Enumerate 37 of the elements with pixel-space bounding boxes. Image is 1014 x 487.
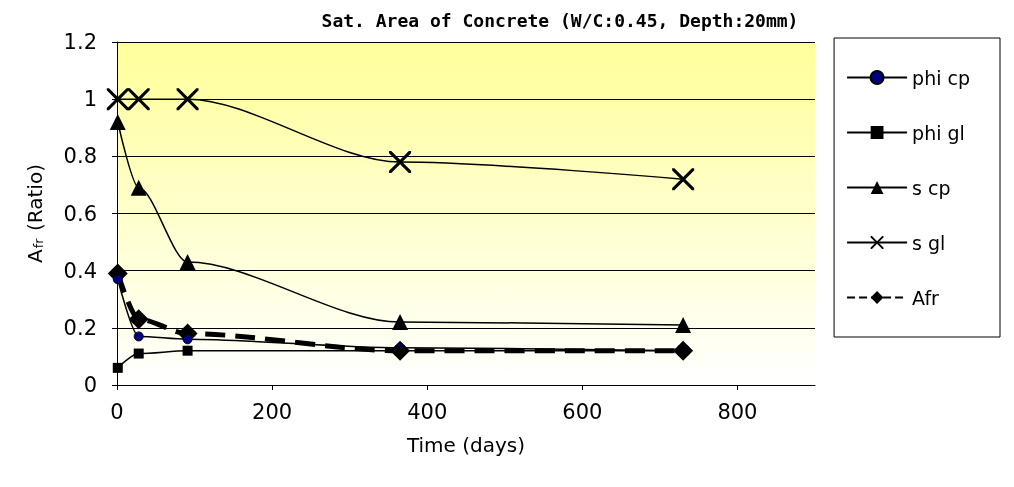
point: [112, 274, 123, 285]
point: [392, 314, 409, 331]
point: [128, 309, 149, 330]
point: [675, 316, 692, 333]
point: [106, 88, 129, 111]
x-tick-label: 400: [407, 399, 448, 424]
point: [672, 168, 695, 191]
point: [130, 179, 147, 196]
legend-label: phi gl: [912, 121, 965, 144]
y-tick-label: 1: [83, 87, 97, 112]
y-tick-label: 0.6: [63, 201, 97, 226]
point: [133, 331, 144, 342]
point: [109, 114, 126, 131]
y-tick-label: 0.8: [63, 144, 97, 169]
legend-label: s cp: [912, 176, 951, 199]
point: [179, 254, 196, 271]
x-axis-title: Time (days): [405, 433, 526, 457]
x-tick-label: 200: [252, 399, 293, 424]
chart-title: Sat. Area of Concrete (W/C:0.45, Depth:20mm): [321, 9, 799, 31]
legend-label: s gl: [912, 231, 946, 254]
y-axis-title: Afr (Ratio): [23, 164, 47, 263]
x-tick-label: 800: [717, 399, 758, 424]
x-tick-label: 600: [562, 399, 603, 424]
legend-label: Afr: [912, 286, 940, 309]
point: [133, 348, 144, 359]
y-tick-label: 1.2: [63, 30, 97, 54]
y-tick-label: 0: [83, 373, 97, 397]
point: [127, 88, 150, 111]
point: [176, 88, 199, 111]
point: [182, 334, 193, 345]
point: [182, 345, 193, 356]
x-tick-label: 0: [110, 399, 124, 424]
y-tick-label: 0.4: [63, 258, 97, 283]
y-tick-label: 0.2: [63, 315, 97, 340]
legend-label: phi cp: [912, 66, 971, 89]
point: [112, 362, 123, 373]
point: [389, 151, 412, 174]
